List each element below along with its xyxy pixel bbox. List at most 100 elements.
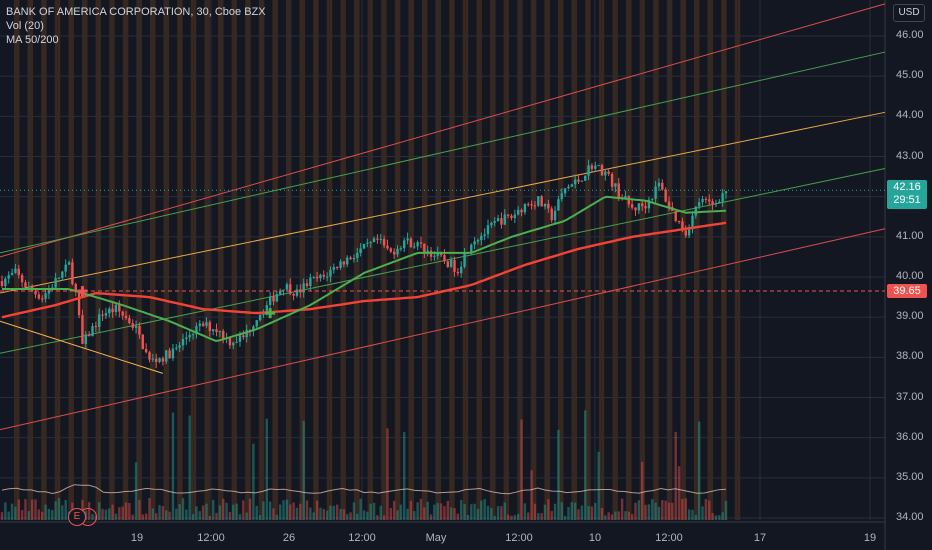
volume-bar bbox=[222, 498, 225, 520]
candle-body bbox=[687, 229, 691, 236]
candle-body bbox=[218, 330, 222, 333]
session-band bbox=[530, 0, 537, 520]
volume-bar bbox=[335, 504, 339, 520]
candle-body bbox=[27, 286, 31, 288]
volume-bar bbox=[255, 505, 258, 520]
session-band bbox=[272, 0, 278, 520]
candle-body bbox=[319, 274, 322, 279]
candle-body bbox=[496, 218, 500, 222]
volume-bar bbox=[124, 502, 128, 520]
candle-body bbox=[275, 294, 279, 302]
candle-body bbox=[493, 221, 496, 223]
candle-body bbox=[191, 334, 195, 336]
session-band bbox=[27, 0, 34, 520]
candle-body bbox=[181, 338, 185, 346]
candle-body bbox=[630, 204, 634, 208]
volume-bar bbox=[10, 503, 14, 520]
price-tick-label: 41.00 bbox=[896, 229, 924, 242]
volume-bar bbox=[379, 505, 382, 520]
volume-bar bbox=[0, 512, 4, 520]
candle-body bbox=[7, 275, 10, 279]
volume-bar bbox=[409, 500, 413, 520]
volume-bar bbox=[687, 509, 691, 520]
candle-body bbox=[553, 210, 557, 221]
volume-bar bbox=[483, 499, 486, 520]
volume-bar bbox=[694, 515, 698, 520]
volume-bar bbox=[674, 431, 677, 520]
volume-bar bbox=[215, 512, 218, 520]
volume-bar bbox=[141, 514, 144, 520]
candle-body bbox=[664, 189, 667, 202]
session-band bbox=[54, 0, 61, 520]
candle-body bbox=[356, 252, 359, 258]
channel-line bbox=[0, 111, 886, 294]
candle-body bbox=[81, 315, 84, 344]
candle-body bbox=[302, 283, 305, 293]
volume-bar bbox=[677, 466, 681, 520]
volume-bar bbox=[376, 515, 379, 520]
candle-body bbox=[604, 171, 607, 176]
volume-bars bbox=[0, 410, 728, 520]
candle-body bbox=[312, 276, 315, 278]
cross-marker bbox=[268, 308, 272, 319]
volume-bar bbox=[17, 499, 20, 520]
session-band bbox=[367, 0, 374, 520]
legend-volume[interactable]: Vol (20) bbox=[6, 20, 44, 32]
volume-bar bbox=[359, 498, 362, 520]
candle-body bbox=[205, 322, 208, 326]
volume-bar bbox=[473, 503, 476, 520]
candle-body bbox=[87, 334, 91, 337]
volume-bar bbox=[114, 513, 118, 520]
volume-bar bbox=[470, 504, 473, 520]
candle-body bbox=[222, 330, 225, 339]
candle-body bbox=[362, 243, 366, 249]
session-band bbox=[517, 0, 523, 520]
candle-body bbox=[339, 261, 342, 268]
volume-bar bbox=[362, 510, 366, 520]
candle-body bbox=[322, 274, 325, 277]
volume-bar bbox=[27, 511, 31, 520]
candle-body bbox=[550, 208, 553, 221]
session-band bbox=[109, 0, 115, 520]
candle-body bbox=[44, 293, 47, 299]
volume-bar bbox=[580, 505, 584, 520]
candle-body bbox=[211, 329, 215, 332]
candle-body bbox=[131, 323, 134, 328]
volume-bar bbox=[647, 504, 651, 520]
volume-bar bbox=[681, 498, 684, 520]
currency-button[interactable]: USD bbox=[893, 4, 925, 22]
legend-ma[interactable]: MA 50/200 bbox=[6, 34, 59, 46]
candle-body bbox=[255, 320, 258, 327]
volume-bar bbox=[537, 513, 540, 520]
candle-body bbox=[413, 246, 416, 248]
session-band bbox=[326, 0, 333, 520]
volume-bar bbox=[403, 432, 406, 520]
volume-bar bbox=[577, 509, 580, 520]
earnings-marker[interactable]: E bbox=[68, 508, 86, 526]
volume-bar bbox=[24, 499, 27, 520]
price-tick-label: 37.00 bbox=[896, 390, 924, 403]
volume-bar bbox=[382, 515, 386, 520]
volume-bar bbox=[513, 515, 517, 520]
volume-bar bbox=[299, 503, 302, 520]
time-tick-label: May bbox=[425, 532, 447, 544]
candle-body bbox=[382, 239, 386, 246]
candle-body bbox=[195, 326, 198, 335]
candle-body bbox=[577, 179, 580, 182]
candle-body bbox=[111, 308, 114, 313]
candle-body bbox=[171, 348, 175, 359]
volume-bar bbox=[416, 502, 419, 520]
volume-bar bbox=[309, 507, 312, 520]
channel-line bbox=[0, 168, 886, 354]
candle-body bbox=[463, 253, 466, 267]
volume-bar bbox=[436, 503, 439, 520]
volume-bar bbox=[51, 510, 54, 520]
volume-bar bbox=[392, 500, 396, 520]
session-band bbox=[694, 0, 700, 520]
volume-bar bbox=[480, 500, 483, 520]
volume-bar bbox=[560, 502, 563, 520]
candle-body bbox=[406, 238, 409, 241]
candle-body bbox=[379, 239, 382, 241]
volume-bar bbox=[671, 502, 674, 520]
